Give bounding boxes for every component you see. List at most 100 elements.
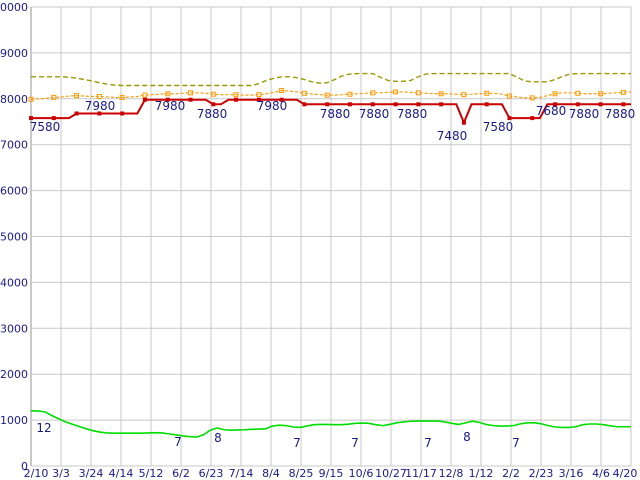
data-point-marker: [484, 90, 490, 96]
y-tick-label: 2000: [0, 368, 28, 381]
data-point-marker: [324, 92, 330, 98]
data-point-marker: [325, 102, 330, 107]
x-tick-label: 1/12: [469, 467, 494, 480]
price-data-label: 7980: [155, 99, 186, 113]
data-point-marker: [74, 93, 80, 99]
data-point-marker: [415, 90, 421, 96]
series-outer-band: [31, 72, 631, 87]
data-point-marker: [370, 102, 375, 107]
data-point-marker: [51, 116, 56, 121]
x-tick-label: 6/2: [172, 467, 190, 480]
data-point-marker: [393, 89, 399, 95]
data-point-marker: [507, 116, 512, 121]
price-data-label: 7880: [320, 107, 351, 121]
data-point-marker: [553, 102, 558, 107]
data-point-marker: [598, 102, 603, 107]
price-data-label: 7980: [85, 99, 116, 113]
x-tick-label: 4/14: [109, 467, 134, 480]
y-axis-tick-labels: 0 1000 2000 3000 4000 5000 6000 7000 8000 9000 100…: [0, 1, 28, 473]
price-data-label: 7580: [30, 120, 61, 134]
data-point-marker: [393, 102, 398, 107]
data-point-marker: [120, 111, 125, 116]
x-tick-label: 2/10: [24, 467, 49, 480]
data-point-marker: [506, 93, 512, 99]
volume-data-label: 8: [214, 431, 222, 445]
x-tick-label: 2/2: [502, 467, 520, 480]
data-point-marker: [165, 97, 170, 102]
data-point-marker: [233, 92, 239, 98]
data-point-marker: [575, 90, 581, 96]
y-tick-label: 0: [21, 460, 28, 473]
data-point-marker: [28, 96, 34, 102]
y-tick-label: 9000: [0, 47, 28, 60]
volume-data-label: 7: [351, 436, 359, 450]
x-tick-label: 9/15: [319, 467, 344, 480]
price-data-label: 7880: [397, 107, 428, 121]
data-point-marker: [598, 91, 604, 97]
x-tick-label: 3/3: [52, 467, 70, 480]
x-tick-label: 4/6: [592, 467, 610, 480]
data-point-marker: [461, 120, 466, 125]
y-tick-label: 1000: [0, 414, 28, 427]
y-tick-label: 8000: [0, 93, 28, 106]
y-tick-label: 4000: [0, 276, 28, 289]
data-point-marker: [529, 95, 535, 101]
series-upper-band: [28, 88, 632, 102]
y-tick-label: 10000: [0, 1, 28, 14]
data-point-marker: [279, 88, 285, 94]
price-data-labels: 7580 7980 7980 7880 7980 7880 7880 7880 7480 7580…: [30, 99, 636, 143]
data-point-marker: [484, 102, 489, 107]
data-point-marker: [256, 97, 261, 102]
data-point-marker: [142, 97, 147, 102]
price-data-label: 7480: [437, 129, 468, 143]
x-tick-label: 3/24: [79, 467, 104, 480]
data-point-marker: [439, 102, 444, 107]
x-tick-label: 11/17: [405, 467, 437, 480]
price-data-label: 7880: [569, 107, 600, 121]
x-tick-label: 6/23: [199, 467, 224, 480]
upper-band-path: [30, 89, 632, 100]
data-point-marker: [552, 91, 558, 97]
volume-data-label: 7: [293, 436, 301, 450]
price-data-label: 7880: [359, 107, 390, 121]
volume-data-label: 7: [174, 435, 182, 449]
data-point-marker: [301, 90, 307, 96]
data-point-marker: [256, 92, 262, 98]
data-point-marker: [165, 91, 171, 97]
x-tick-label: 3/16: [559, 467, 584, 480]
volume-path: [31, 410, 631, 438]
x-axis-tick-labels: 2/10 3/3 3/24 4/14 5/12 6/2 6/23 7/14 8/4 8/25 9/1…: [24, 467, 638, 480]
price-data-label: 7880: [197, 107, 228, 121]
volume-data-label: 8: [463, 430, 471, 444]
data-point-marker: [142, 92, 148, 98]
price-data-label: 7680: [536, 104, 567, 118]
data-point-marker: [210, 91, 216, 97]
data-point-marker: [96, 94, 102, 99]
series-price-line: [29, 97, 631, 126]
volume-data-label: 7: [512, 436, 520, 450]
volume-data-label: 7: [424, 436, 432, 450]
data-point-marker: [461, 92, 467, 98]
data-point-marker: [347, 102, 352, 107]
y-tick-label: 3000: [0, 322, 28, 335]
data-point-marker: [29, 116, 33, 121]
x-tick-label: 2/23: [529, 467, 554, 480]
x-tick-label: 4/20: [613, 467, 638, 480]
data-point-marker: [234, 97, 239, 102]
data-point-marker: [74, 111, 79, 116]
data-point-marker: [575, 102, 580, 107]
price-data-label: 7980: [257, 99, 288, 113]
volume-data-label: 12: [36, 421, 51, 435]
data-point-marker: [438, 91, 444, 97]
price-data-label: 7580: [483, 120, 514, 134]
x-tick-label: 7/14: [229, 467, 254, 480]
data-point-marker: [621, 102, 626, 107]
y-tick-label: 5000: [0, 231, 28, 244]
x-tick-label: 5/12: [139, 467, 164, 480]
data-point-marker: [188, 97, 193, 102]
data-point-marker: [416, 102, 421, 107]
x-tick-label: 10/6: [349, 467, 374, 480]
